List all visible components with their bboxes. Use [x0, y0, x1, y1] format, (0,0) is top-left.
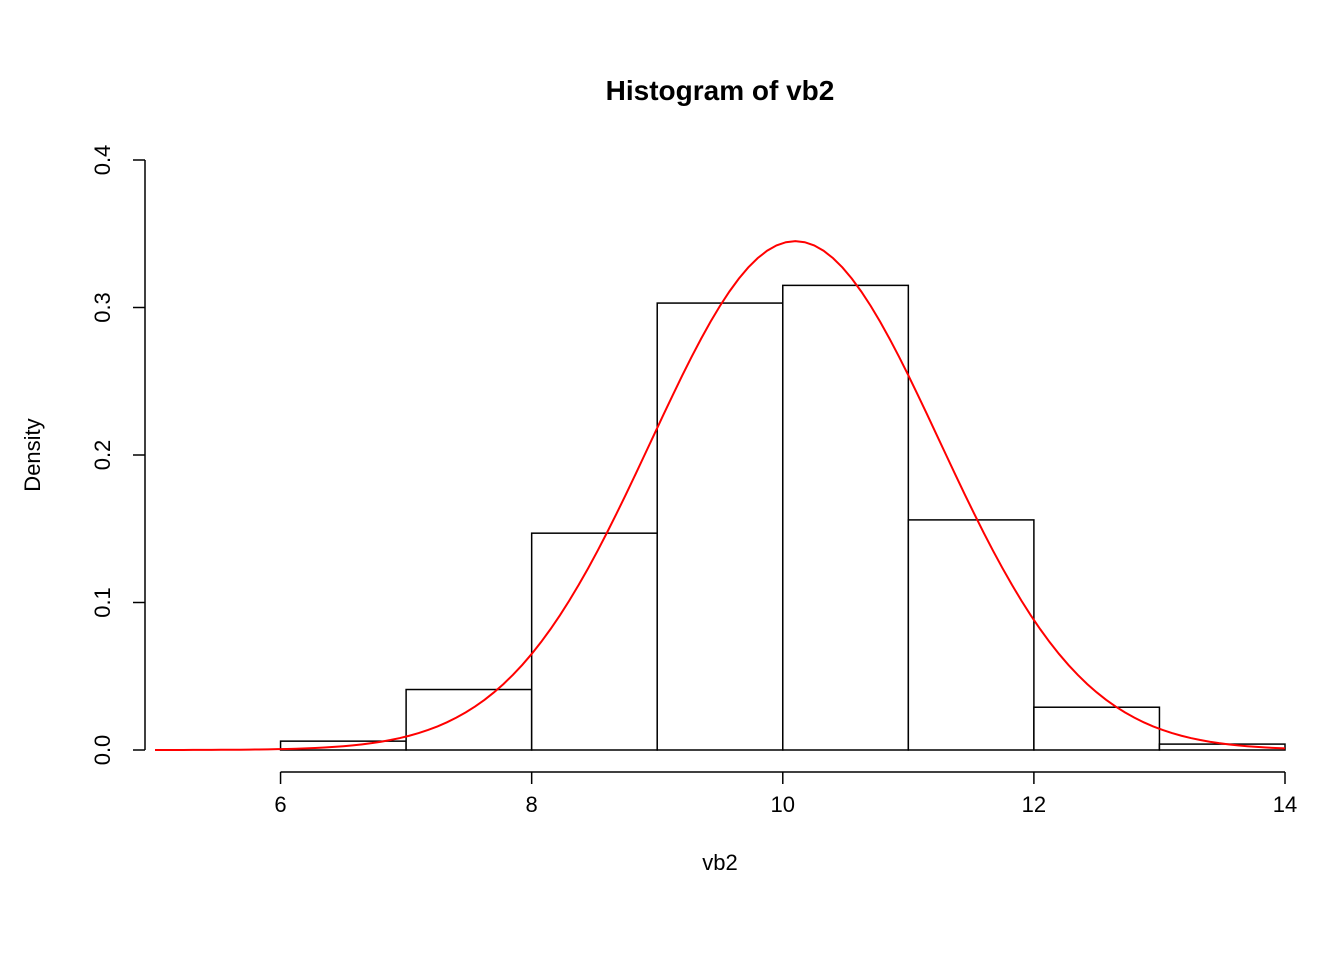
x-axis: 6 8 10 12 14: [274, 772, 1297, 817]
chart-title: Histogram of vb2: [606, 75, 835, 106]
histogram-bar: [406, 690, 532, 750]
x-axis-label: vb2: [702, 850, 737, 875]
histogram-bar: [657, 303, 783, 750]
y-axis: 0.0 0.1 0.2 0.3 0.4: [90, 145, 145, 766]
histogram-bar: [1034, 707, 1160, 750]
histogram-bar: [783, 285, 909, 750]
y-tick-label: 0.0: [90, 735, 115, 766]
x-tick-label: 8: [526, 792, 538, 817]
histogram-bar: [908, 520, 1034, 750]
histogram-bar: [532, 533, 658, 750]
histogram-bars: [281, 285, 1285, 750]
y-tick-label: 0.4: [90, 145, 115, 176]
chart-svg: Histogram of vb2 vb2 Density 6 8 10 12 14 0.…: [0, 0, 1344, 960]
x-tick-label: 10: [771, 792, 795, 817]
y-tick-label: 0.2: [90, 440, 115, 471]
y-axis-label: Density: [20, 418, 45, 491]
y-tick-label: 0.1: [90, 587, 115, 618]
histogram-chart: Histogram of vb2 vb2 Density 6 8 10 12 14 0.…: [0, 0, 1344, 960]
x-tick-label: 12: [1022, 792, 1046, 817]
x-tick-label: 14: [1273, 792, 1297, 817]
x-tick-label: 6: [274, 792, 286, 817]
y-tick-label: 0.3: [90, 292, 115, 323]
